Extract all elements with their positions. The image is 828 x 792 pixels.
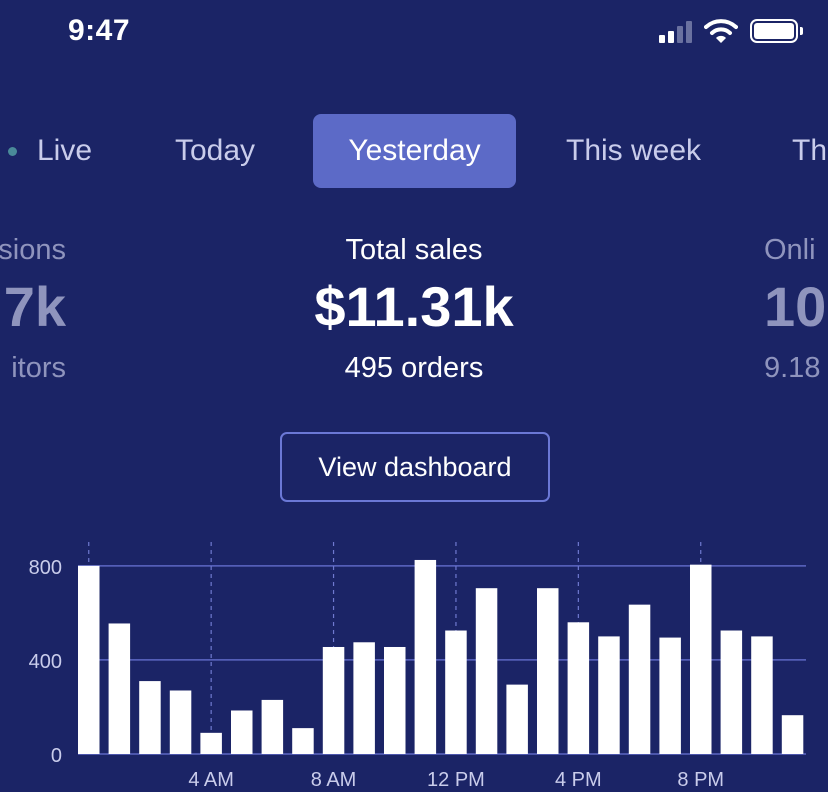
- metric-total-sales-label: Total sales: [345, 234, 483, 266]
- metric-total-sales-sub: 495 orders: [344, 352, 484, 384]
- metric-online[interactable]: Onli 10 9.18: [764, 234, 826, 385]
- metric-sessions[interactable]: sions 7k itors: [0, 234, 66, 385]
- bar-3-am[interactable]: [169, 690, 192, 754]
- metric-online-value: 10: [764, 275, 827, 338]
- metric-sessions-value: 7k: [3, 275, 66, 338]
- y-tick-label: 0: [51, 745, 62, 767]
- bar-11-am[interactable]: [414, 559, 437, 754]
- x-tick-label: 8 PM: [677, 769, 724, 791]
- tab-today[interactable]: Today: [175, 114, 255, 188]
- bar-4-am[interactable]: [200, 732, 222, 754]
- bar-10-am[interactable]: [384, 646, 406, 754]
- metric-sessions-label: sions: [0, 234, 66, 266]
- tab-this-week[interactable]: This week: [566, 114, 701, 188]
- tab-yesterday-label: Yesterday: [348, 134, 481, 167]
- tab-this-week-label: This week: [566, 134, 702, 167]
- bar-9-am[interactable]: [353, 642, 375, 754]
- bar-5-am[interactable]: [231, 710, 253, 754]
- bar-3-pm[interactable]: [537, 588, 559, 754]
- bar-6-pm[interactable]: [628, 604, 651, 754]
- bar-5-pm[interactable]: [598, 636, 620, 754]
- metric-online-label: Onli: [764, 234, 816, 266]
- x-tick-label: 12 PM: [427, 769, 485, 791]
- bar-12-am[interactable]: [78, 565, 100, 754]
- bar-1-am[interactable]: [108, 623, 131, 754]
- hourly-sales-chart: 0 400 800 4 AM 8 AM 12 PM 4 PM 8 PM: [29, 542, 806, 791]
- status-time: 9:47: [68, 14, 131, 47]
- date-range-tabs: Live Today Yesterday This week Th: [0, 114, 828, 188]
- y-tick-label: 800: [29, 557, 62, 579]
- tab-live[interactable]: Live: [8, 114, 92, 188]
- view-dashboard-button[interactable]: View dashboard: [280, 432, 550, 502]
- bar-11-pm[interactable]: [781, 715, 804, 754]
- bar-2-pm[interactable]: [506, 684, 528, 754]
- x-tick-label: 8 AM: [311, 769, 357, 791]
- wifi-icon: [704, 19, 738, 43]
- bar-9-pm[interactable]: [720, 630, 743, 754]
- tab-today-label: Today: [175, 134, 256, 167]
- bar-6-am[interactable]: [261, 699, 284, 754]
- metric-total-sales[interactable]: Total sales $11.31k 495 orders: [264, 234, 564, 385]
- bar-4-pm[interactable]: [567, 622, 590, 754]
- bar-7-am[interactable]: [292, 728, 314, 754]
- battery-icon: [750, 19, 803, 43]
- x-tick-label: 4 PM: [555, 769, 602, 791]
- bar-2-am[interactable]: [139, 681, 161, 754]
- bar-12-pm[interactable]: [445, 630, 467, 754]
- tab-live-label: Live: [37, 134, 93, 167]
- metric-total-sales-value: $11.31k: [314, 275, 514, 338]
- bar-1-pm[interactable]: [475, 588, 498, 754]
- bar-10-pm[interactable]: [751, 636, 773, 754]
- bar-7-pm[interactable]: [659, 637, 681, 754]
- bar-8-am[interactable]: [322, 646, 345, 754]
- cellular-signal-icon: [659, 19, 692, 43]
- live-dot-icon: [8, 146, 17, 156]
- bar-8-pm[interactable]: [690, 564, 712, 754]
- metric-online-sub: 9.18: [764, 352, 821, 384]
- tab-next-label: Th: [792, 134, 828, 167]
- tab-next-cut-off[interactable]: Th: [792, 114, 827, 188]
- y-tick-label: 400: [29, 651, 62, 673]
- status-icons: [659, 18, 803, 44]
- tab-yesterday[interactable]: Yesterday: [313, 114, 516, 188]
- x-tick-label: 4 AM: [188, 769, 234, 791]
- metric-sessions-sub: itors: [11, 352, 66, 384]
